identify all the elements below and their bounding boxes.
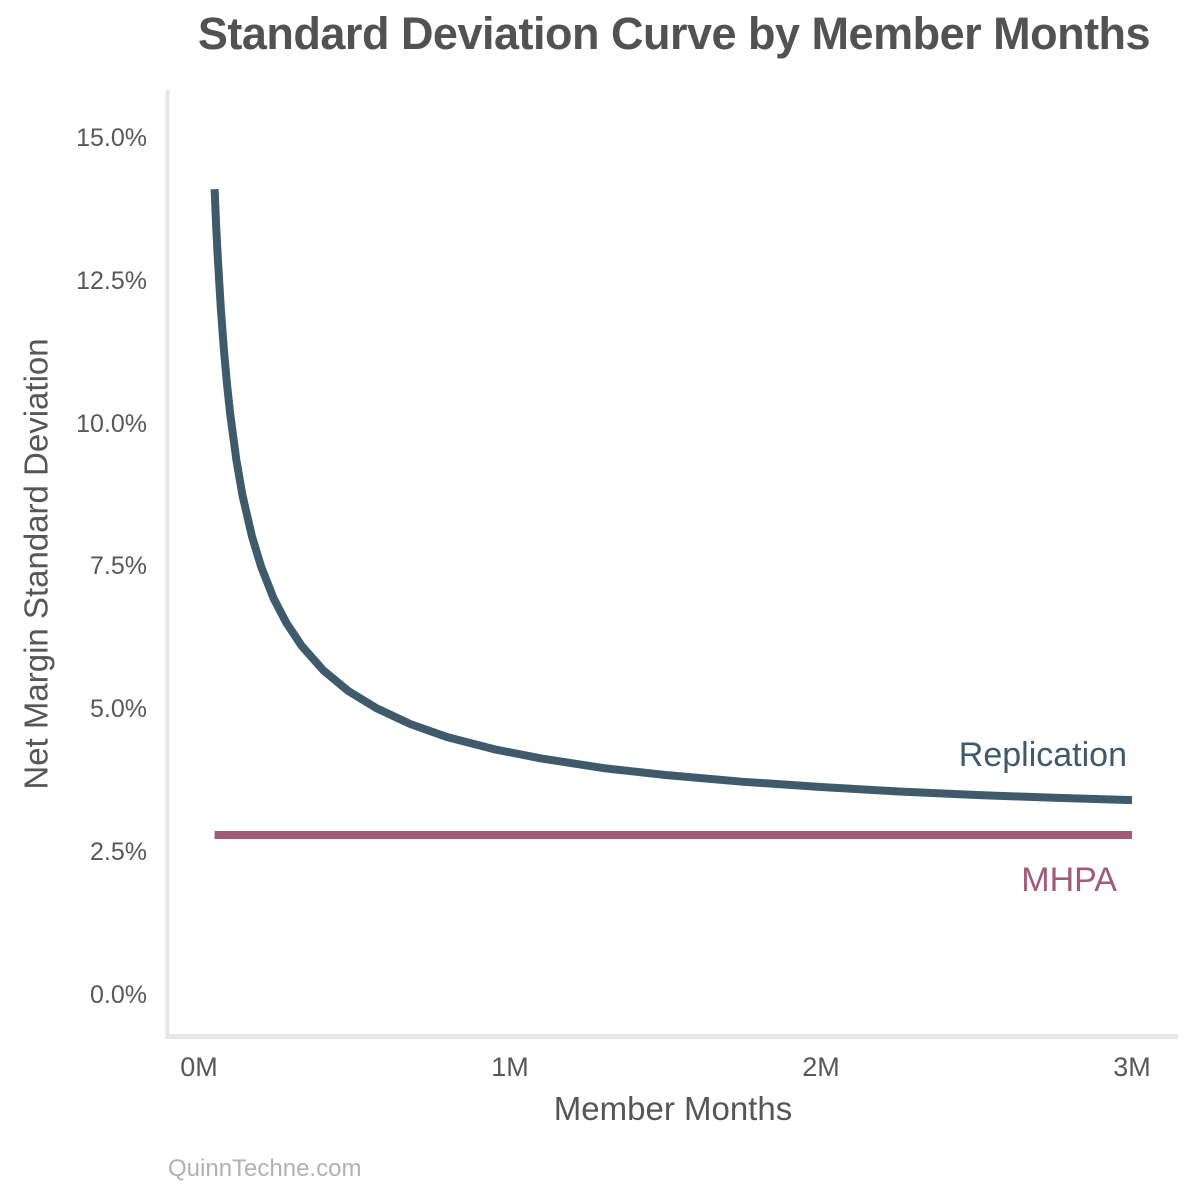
chart-title: Standard Deviation Curve by Member Month…: [197, 8, 1151, 59]
y-tick-label-5: 12.5%: [76, 266, 147, 295]
y-tick-label-6: 15.0%: [76, 123, 147, 152]
x-tick-label-1: 1M: [491, 1052, 529, 1082]
mhpa-series-label: MHPA: [1021, 861, 1117, 899]
y-tick-label-2: 5.0%: [90, 695, 147, 724]
y-tick-label-4: 10.0%: [76, 409, 147, 438]
y-tick-label-0: 0.0%: [90, 981, 147, 1009]
x-tick-label-2: 2M: [802, 1052, 840, 1082]
x-tick-label-0: 0M: [180, 1052, 218, 1082]
replication-series-label: Replication: [958, 736, 1127, 774]
watermark: QuinnTechne.com: [168, 1155, 362, 1182]
replication-curve: [210, 189, 1133, 805]
y-tick-label-1: 2.5%: [90, 838, 147, 867]
x-axis-title: Member Months: [553, 1090, 793, 1127]
y-tick-label-3: 7.5%: [90, 552, 147, 581]
x-tick-label-3: 3M: [1113, 1052, 1151, 1082]
